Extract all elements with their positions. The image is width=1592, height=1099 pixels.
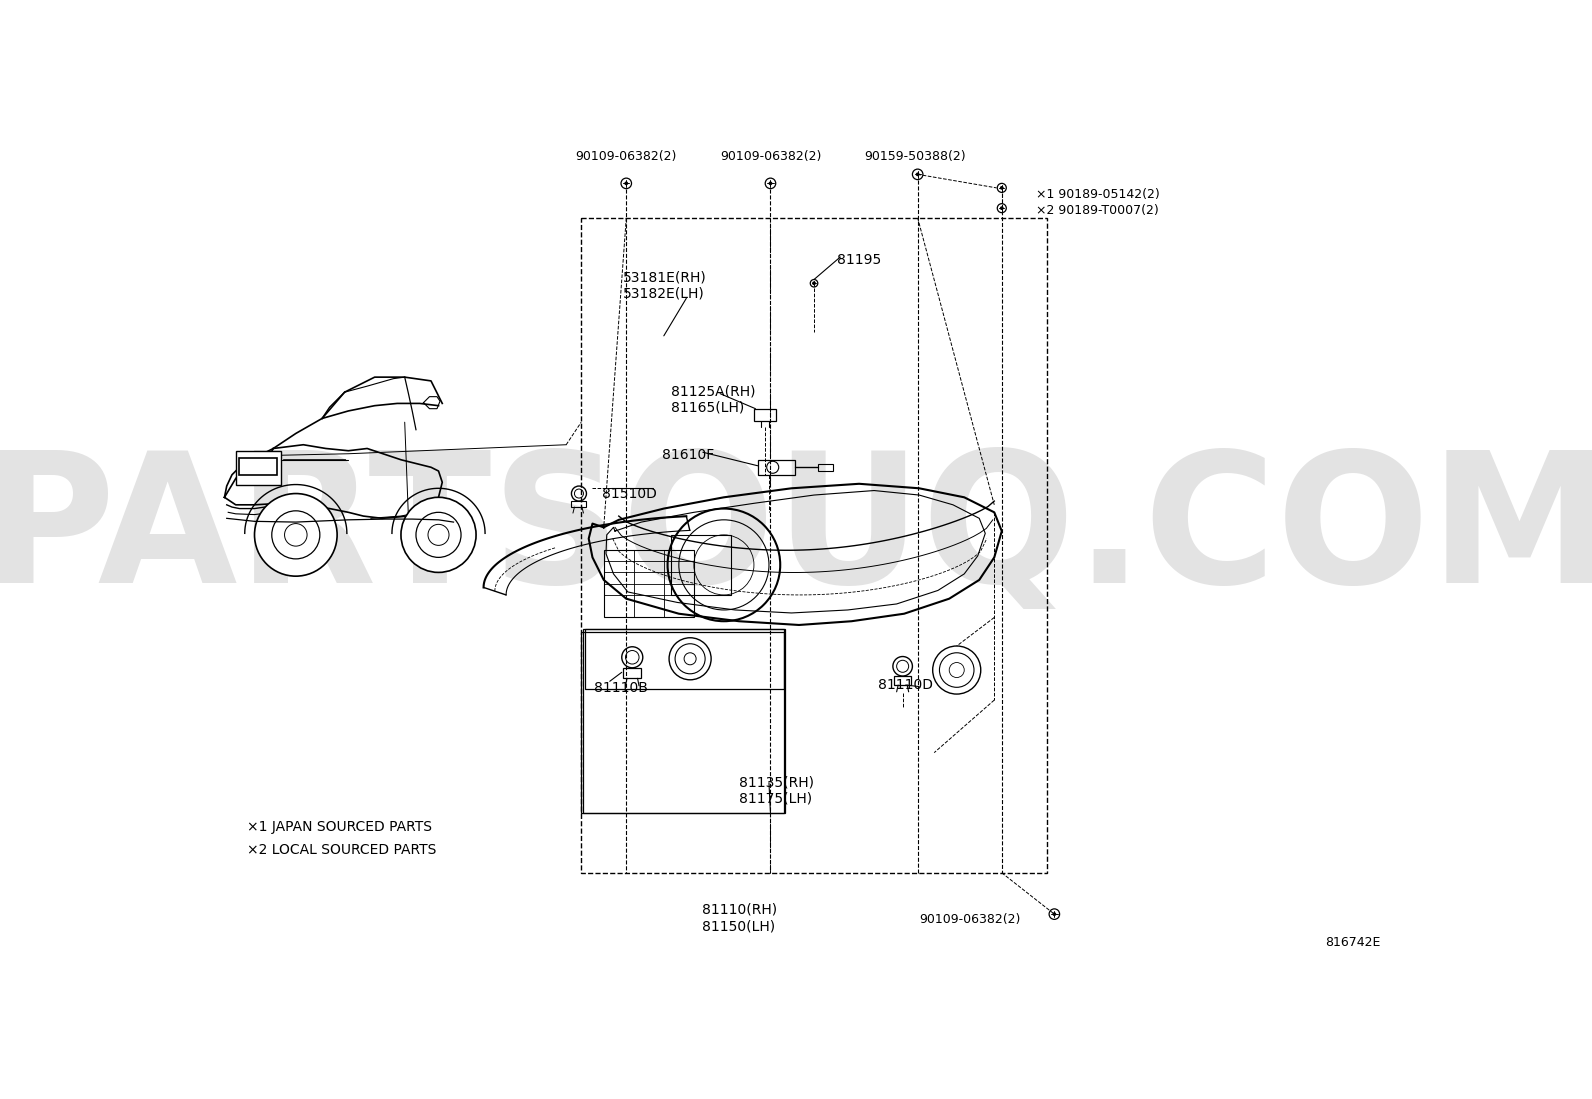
Circle shape: [401, 498, 476, 573]
Bar: [818, 464, 833, 471]
Bar: [236, 451, 280, 485]
Text: ×2 90189-T0007(2): ×2 90189-T0007(2): [1035, 204, 1159, 218]
Text: 816742E: 816742E: [1325, 935, 1380, 948]
Text: ×2 LOCAL SOURCED PARTS: ×2 LOCAL SOURCED PARTS: [247, 843, 436, 857]
Bar: [581, 218, 1048, 873]
Circle shape: [769, 181, 772, 186]
Circle shape: [812, 281, 817, 285]
Text: 81110B: 81110B: [594, 680, 648, 695]
Bar: [583, 629, 785, 813]
Text: 53181E(RH)
53182E(LH): 53181E(RH) 53182E(LH): [622, 270, 707, 301]
Bar: [239, 458, 277, 475]
Circle shape: [915, 173, 920, 176]
Bar: [895, 676, 911, 685]
Bar: [581, 633, 783, 813]
Bar: [584, 629, 783, 689]
Circle shape: [255, 493, 338, 576]
Text: 90159-50388(2): 90159-50388(2): [864, 151, 966, 164]
Bar: [622, 668, 642, 678]
Circle shape: [1000, 186, 1003, 190]
Bar: [672, 535, 731, 595]
Text: 81125A(RH)
81165(LH): 81125A(RH) 81165(LH): [672, 385, 756, 414]
Text: 81610F: 81610F: [662, 448, 715, 463]
Circle shape: [1052, 912, 1055, 915]
Circle shape: [1000, 207, 1003, 210]
Circle shape: [624, 181, 629, 186]
Bar: [755, 409, 777, 421]
Text: 81195: 81195: [836, 253, 880, 267]
Text: 81110(RH)
81150(LH): 81110(RH) 81150(LH): [702, 903, 777, 933]
Bar: [603, 550, 694, 618]
Text: ×1 90189-05142(2): ×1 90189-05142(2): [1035, 188, 1159, 201]
Text: 81110D: 81110D: [877, 678, 933, 691]
Text: 90109-06382(2): 90109-06382(2): [919, 912, 1020, 925]
Text: PARTSOUQ.COM: PARTSOUQ.COM: [0, 445, 1592, 621]
Bar: [572, 501, 586, 507]
Text: 81510D: 81510D: [602, 487, 657, 501]
Text: ×1 JAPAN SOURCED PARTS: ×1 JAPAN SOURCED PARTS: [247, 820, 431, 834]
Text: 90109-06382(2): 90109-06382(2): [576, 151, 677, 164]
Text: 90109-06382(2): 90109-06382(2): [720, 151, 821, 164]
Text: 81135(RH)
81175(LH): 81135(RH) 81175(LH): [739, 775, 814, 806]
Bar: [758, 459, 796, 475]
